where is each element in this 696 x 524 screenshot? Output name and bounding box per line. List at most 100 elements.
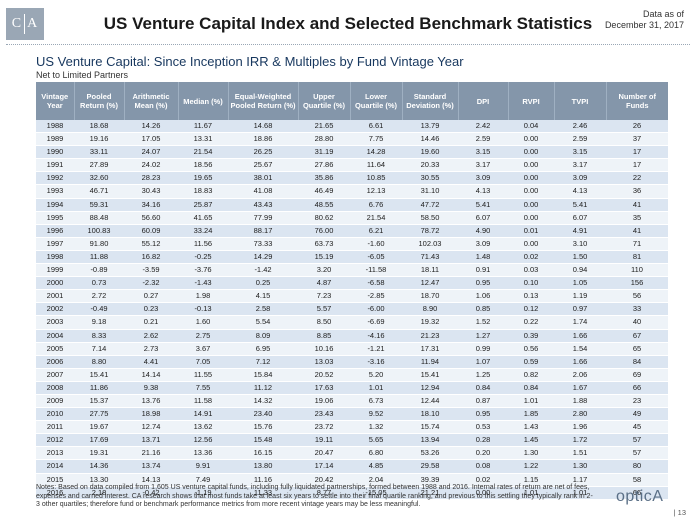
table-cell: 88.48 <box>74 211 124 225</box>
table-cell: 1.48 <box>458 250 508 265</box>
table-row: 2007 15.41 14.14 11.55 15.84 20.52 5.20 15.41 1.… <box>36 368 668 382</box>
table-cell: 21.65 <box>298 120 350 134</box>
table-cell: 13.79 <box>402 120 458 134</box>
as-of-label: Data as of <box>642 9 684 19</box>
table-cell: 11.55 <box>178 368 228 382</box>
table-cell: -0.89 <box>74 263 124 278</box>
table-cell: 18.10 <box>402 407 458 422</box>
table-cell: 1989 <box>36 132 74 147</box>
table-cell: 14.14 <box>124 368 178 382</box>
column-header: TVPI <box>554 82 607 120</box>
table-cell: 57 <box>606 433 668 448</box>
table-row: 2016 2.18 -0.42 -1.19 11.33 8.77 -15.05 21.21 0.… <box>36 486 668 500</box>
table-cell: 17.14 <box>298 459 350 474</box>
table-cell: 0.08 <box>458 459 508 474</box>
table-cell: 27.86 <box>298 158 350 173</box>
table-cell: 35.86 <box>298 171 350 186</box>
table-cell: 81 <box>606 250 668 265</box>
table-cell: 17.05 <box>124 132 178 147</box>
table-cell: 12.74 <box>124 420 178 435</box>
table-cell: 14.13 <box>124 473 178 487</box>
table-cell: 11.64 <box>350 158 402 173</box>
table-cell: 2.72 <box>74 289 124 304</box>
table-cell: 20.33 <box>402 158 458 173</box>
table-cell: 41 <box>606 224 668 238</box>
table-cell: 7.49 <box>178 473 228 487</box>
column-header: Pooled Return (%) <box>74 82 125 120</box>
table-cell: 58 <box>606 473 668 487</box>
table-row: 1993 46.71 30.43 18.83 41.08 46.49 12.13 31.10 4… <box>36 184 668 199</box>
table-cell: 2000 <box>36 276 74 291</box>
table-cell: 0.87 <box>458 394 508 409</box>
table-cell: 1.30 <box>508 446 554 461</box>
table-cell: 2.75 <box>178 329 228 343</box>
table-cell: 14.26 <box>124 120 178 134</box>
table-cell: -0.42 <box>124 486 178 500</box>
table-cell: 10.85 <box>350 171 402 186</box>
table-cell: 6.61 <box>350 120 402 134</box>
table-cell: 2012 <box>36 433 74 448</box>
table-cell: 1.66 <box>554 329 606 343</box>
table-cell: 1999 <box>36 263 74 278</box>
section-title: US Venture Capital: Since Inception IRR … <box>36 54 464 69</box>
table-cell: -0.13 <box>178 302 228 317</box>
table-cell: 18.98 <box>124 407 178 422</box>
table-cell: 15.41 <box>74 368 124 382</box>
table-cell: 45 <box>606 420 668 435</box>
table-cell: 14.46 <box>402 132 458 147</box>
table-cell: 2009 <box>36 394 74 409</box>
table-cell: 7.75 <box>350 132 402 147</box>
table-cell: 3.17 <box>554 158 606 173</box>
table-cell: 36 <box>606 184 668 199</box>
table-cell: 11.86 <box>74 381 124 395</box>
table-row: 1989 19.16 17.05 13.31 18.86 28.80 7.75 14.46 2.… <box>36 132 668 147</box>
table-cell: 110 <box>606 263 668 278</box>
table-cell: 2011 <box>36 420 74 435</box>
table-row: 1996 100.83 60.09 33.24 88.17 76.00 6.21 78.72 4… <box>36 224 668 238</box>
section-subtitle: Net to Limited Partners <box>36 70 129 80</box>
table-cell: 13.71 <box>124 433 178 448</box>
table-row: 2002 -0.49 0.23 -0.13 2.58 5.57 -6.00 8.90 0.85 0… <box>36 302 668 317</box>
table-cell: 4.13 <box>458 184 508 199</box>
table-cell: 17 <box>606 145 668 160</box>
table-cell: 7.12 <box>228 355 298 369</box>
table-cell: 3.67 <box>178 342 228 356</box>
table-cell: -1.21 <box>350 342 402 356</box>
table-cell: 2016 <box>36 486 74 500</box>
table-cell: 88.17 <box>228 224 298 238</box>
table-cell: 0.85 <box>458 302 508 317</box>
table-cell: -1.60 <box>350 237 402 251</box>
table-cell: 31.19 <box>298 145 350 160</box>
table-cell: 1.15 <box>508 473 554 487</box>
table-cell: 1.25 <box>458 368 508 382</box>
table-cell: 47.72 <box>402 198 458 212</box>
table-row: 1995 88.48 56.60 41.65 77.99 80.62 21.54 58.50 6… <box>36 211 668 225</box>
table-cell: 1.50 <box>554 250 606 265</box>
table-cell: 69 <box>606 368 668 382</box>
table-cell: 33.24 <box>178 224 228 238</box>
table-cell: 15.41 <box>402 368 458 382</box>
table-cell: 4.13 <box>554 184 606 199</box>
table-cell: 8.50 <box>298 315 350 330</box>
table-cell: 4.85 <box>350 459 402 474</box>
table-cell: 21.23 <box>402 329 458 343</box>
table-cell: 5.41 <box>554 198 606 212</box>
table-cell: -6.58 <box>350 276 402 291</box>
table-cell: -3.16 <box>350 355 402 369</box>
table-cell: 19.06 <box>298 394 350 409</box>
table-cell: 0.00 <box>458 486 508 500</box>
table-cell: 60.09 <box>124 224 178 238</box>
table-cell: 5.41 <box>458 198 508 212</box>
table-cell: 2007 <box>36 368 74 382</box>
table-cell: -2.85 <box>350 289 402 304</box>
table-cell: 19.31 <box>74 446 124 461</box>
column-header: RVPI <box>508 82 555 120</box>
table-cell: 1.67 <box>554 381 606 395</box>
table-cell: 12.94 <box>402 381 458 395</box>
table-cell: 1.51 <box>554 446 606 461</box>
table-cell: 0.53 <box>458 420 508 435</box>
table-cell: 67 <box>606 329 668 343</box>
table-cell: 38.01 <box>228 171 298 186</box>
table-cell: 13.74 <box>124 459 178 474</box>
